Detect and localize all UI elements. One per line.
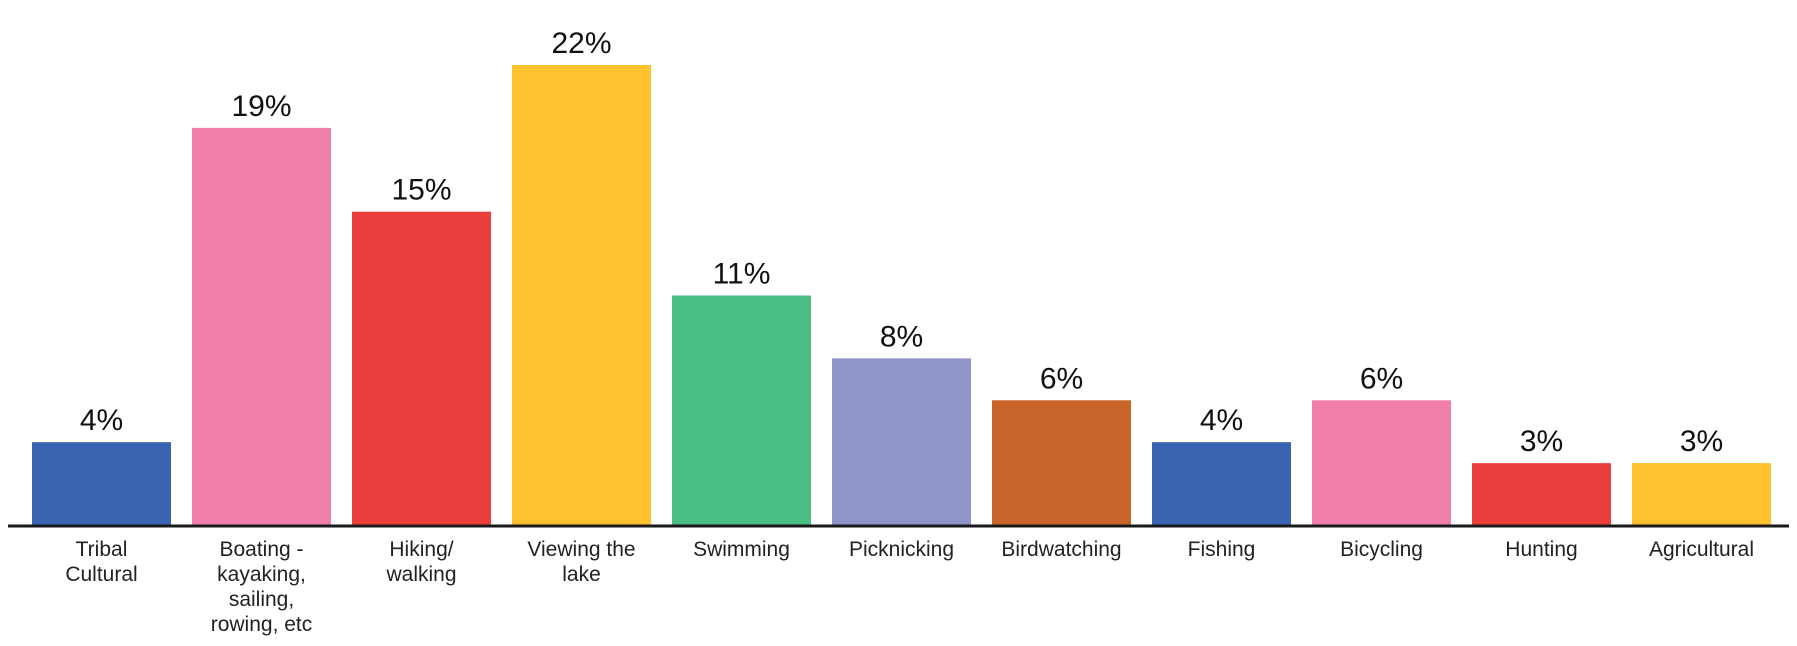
value-label: 6% [1040,362,1083,395]
value-label: 6% [1360,362,1403,395]
category-label: Tribal Cultural [65,538,137,586]
bar [1312,400,1451,526]
bar [352,211,491,526]
bar [1152,442,1291,526]
value-label: 4% [80,404,123,437]
value-label: 3% [1680,425,1723,458]
category-label: Fishing [1188,538,1256,561]
value-label: 3% [1520,425,1563,458]
bar [32,442,171,526]
category-label: Hunting [1505,538,1577,561]
bar [672,295,811,526]
value-label: 4% [1200,404,1243,437]
category-label: Swimming [693,538,790,561]
value-label: 15% [391,174,451,207]
category-label: Agricultural [1649,538,1754,561]
value-label: 11% [713,258,771,291]
value-label: 8% [880,320,923,353]
category-label: Viewing the lake [527,538,635,586]
value-label: 22% [551,27,611,60]
category-label: Bicycling [1340,538,1423,561]
bar [512,65,651,526]
category-label: Boating -kayaking, sailing, rowing, etc [211,538,313,636]
bar [192,127,331,526]
value-labels-group: 4% 19% 15% 22% 11% 8% 6% 4% 6% 3% 3% [80,27,1723,458]
category-labels-group: Tribal Cultural Boating -kayaking, sailing,… [65,538,1754,636]
category-label: Hiking/walking [385,538,456,586]
bars-group [32,65,1771,526]
bar [1632,463,1771,526]
bar [832,358,971,526]
category-label: Picknicking [849,538,954,561]
value-label: 19% [231,90,291,123]
bar [1472,463,1611,526]
bar [992,400,1131,526]
category-label: Birdwatching [1001,538,1121,561]
